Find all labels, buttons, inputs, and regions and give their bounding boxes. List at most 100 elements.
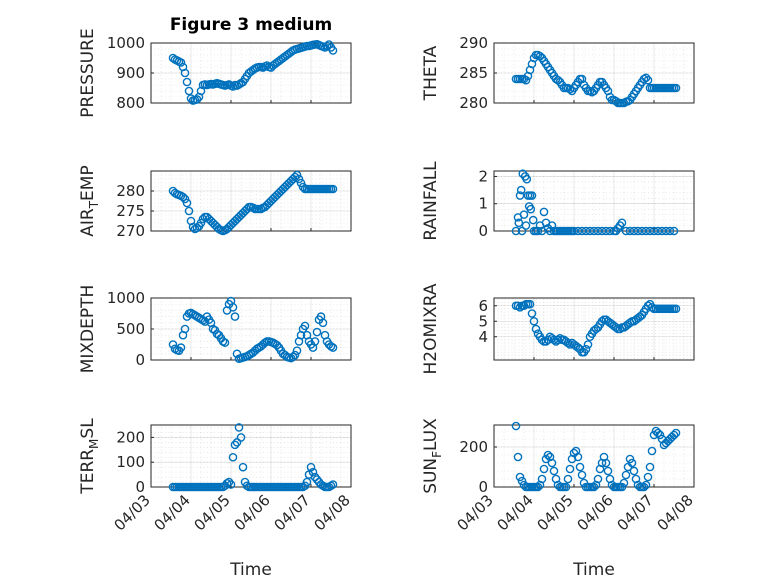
air-temp-data-point (296, 178, 306, 188)
sun-flux-data-point (603, 466, 613, 476)
rainfall-y-tick-label: 1 (478, 195, 488, 213)
rainfall-data-point (597, 226, 607, 236)
sun-flux-data-point (647, 446, 657, 456)
sun-flux-data-point (653, 428, 663, 438)
h2omixra-y-tick-label: 5 (478, 312, 488, 330)
terr-msl-x-tick-label: 04/04 (151, 491, 194, 534)
sun-flux-data-point (671, 428, 681, 438)
sun-flux-data-point (565, 464, 575, 474)
pressure-data-point (176, 58, 186, 67)
pressure-y-tick-label: 800 (116, 94, 145, 112)
theta-data-point (611, 96, 621, 106)
mixdepth-data-point (310, 337, 320, 346)
rainfall-data-point (637, 226, 647, 236)
rainfall-data-point (665, 226, 675, 236)
sun-flux-data-point (629, 466, 639, 476)
air-temp-data-point (290, 172, 300, 182)
rainfall-data-point (577, 226, 587, 236)
rainfall-y-tick-label: 2 (478, 167, 488, 185)
subplot-pressure: 800 900 1000 PRESSURE (78, 28, 352, 118)
h2omixra-data-point (581, 344, 591, 354)
sun-flux-data-point (517, 476, 527, 486)
sun-flux-x-tick-label: 04/03 (454, 491, 497, 534)
rainfall-data-point (657, 226, 667, 236)
sun-flux-data-point (593, 474, 603, 484)
x-axis-label-right: Time (572, 560, 615, 580)
terr-msl-data-point (230, 440, 240, 450)
air-temp-data-point (188, 222, 198, 232)
mixdepth-data-point (220, 338, 230, 347)
air-temp-axes-frame (150, 170, 352, 232)
subplot-sun-flux: 0 200 SUNFLUX 04/0304/0404/0504/0604/0704/0… (421, 418, 697, 535)
sun-flux-data-point (643, 472, 653, 482)
theta-y-axis-label: THETA (421, 45, 441, 101)
pressure-data-point (180, 68, 190, 78)
rainfall-data-point (539, 207, 549, 217)
rainfall-data-point (533, 226, 543, 236)
sun-flux-y-axis-label: SUNFLUX (421, 418, 444, 494)
sun-flux-data-point (549, 466, 559, 476)
rainfall-data-point (605, 226, 615, 236)
mixdepth-data-point (230, 312, 240, 321)
air-temp-data-point (178, 192, 188, 202)
h2omixra-y-axis-label: H2OMIXRA (421, 283, 441, 374)
rainfall-data-point (633, 226, 643, 236)
theta-y-tick-label: 280 (459, 94, 488, 112)
sun-flux-data-point (573, 452, 583, 462)
air-temp-data-point (182, 198, 192, 208)
sun-flux-data-point (619, 478, 629, 488)
sun-flux-data-point (655, 430, 665, 440)
pressure-y-tick-label: 900 (116, 64, 145, 82)
theta-axes-frame (493, 42, 695, 104)
h2omixra-data-point (527, 309, 537, 318)
terr-msl-x-tick-label: 04/07 (271, 491, 314, 534)
sun-flux-data-point (589, 482, 599, 492)
rainfall-data-point (617, 218, 627, 228)
mixdepth-y-tick-label: 1000 (107, 289, 145, 307)
rainfall-data-point (601, 226, 611, 236)
terr-msl-data-point (306, 462, 316, 472)
rainfall-data-point (621, 226, 631, 236)
terr-msl-data-point (234, 423, 244, 432)
terr-msl-data-point (226, 480, 236, 489)
air-temp-data-point (198, 214, 208, 224)
rainfall-data-point (521, 221, 531, 230)
air-temp-data-point (242, 204, 252, 214)
h2omixra-data-point (537, 335, 547, 345)
h2omixra-data-point (565, 340, 575, 349)
sun-flux-x-tick-label: 04/06 (574, 491, 617, 534)
rainfall-data-point (518, 169, 528, 179)
pressure-data-point (192, 95, 202, 104)
subplot-theta: 280 285 290 THETA (421, 34, 695, 112)
rainfall-data-point (569, 226, 579, 236)
pressure-data-point (186, 94, 196, 103)
air-temp-y-tick-label: 270 (116, 222, 145, 240)
h2omixra-data-point (529, 316, 539, 326)
terr-msl-x-tick-label: 04/08 (311, 491, 354, 534)
mixdepth-data-point (318, 318, 328, 328)
subplot-mixdepth: 0 500 1000 MIXDEPTH (78, 285, 352, 374)
rainfall-data-point (629, 226, 639, 236)
air-temp-data-point (294, 174, 304, 184)
air-temp-data-point (184, 206, 194, 216)
pressure-data-point (328, 46, 338, 55)
terr-msl-x-tick-label: 04/05 (191, 491, 234, 534)
subplot-h2omixra: 456 H2OMIXRA (421, 283, 695, 375)
rainfall-y-axis-label: RAINFALL (421, 161, 441, 241)
rainfall-data-point (593, 226, 603, 236)
sun-flux-x-tick-label: 04/07 (614, 491, 657, 534)
mixdepth-y-axis-label: MIXDEPTH (78, 285, 98, 374)
sun-flux-data-point (621, 470, 631, 480)
h2omixra-data-point (611, 323, 621, 332)
rainfall-data-point (514, 218, 524, 228)
mixdepth-data-point (176, 343, 186, 352)
h2omixra-data-point (525, 299, 535, 309)
rainfall-data-point (528, 215, 538, 225)
theta-data-point (565, 84, 575, 94)
terr-msl-data-point (328, 480, 338, 489)
rainfall-data-point (526, 204, 536, 214)
sun-flux-y-tick-label: 0 (478, 478, 488, 496)
h2omixra-data-point (549, 335, 559, 345)
sun-flux-data-point (649, 430, 659, 440)
